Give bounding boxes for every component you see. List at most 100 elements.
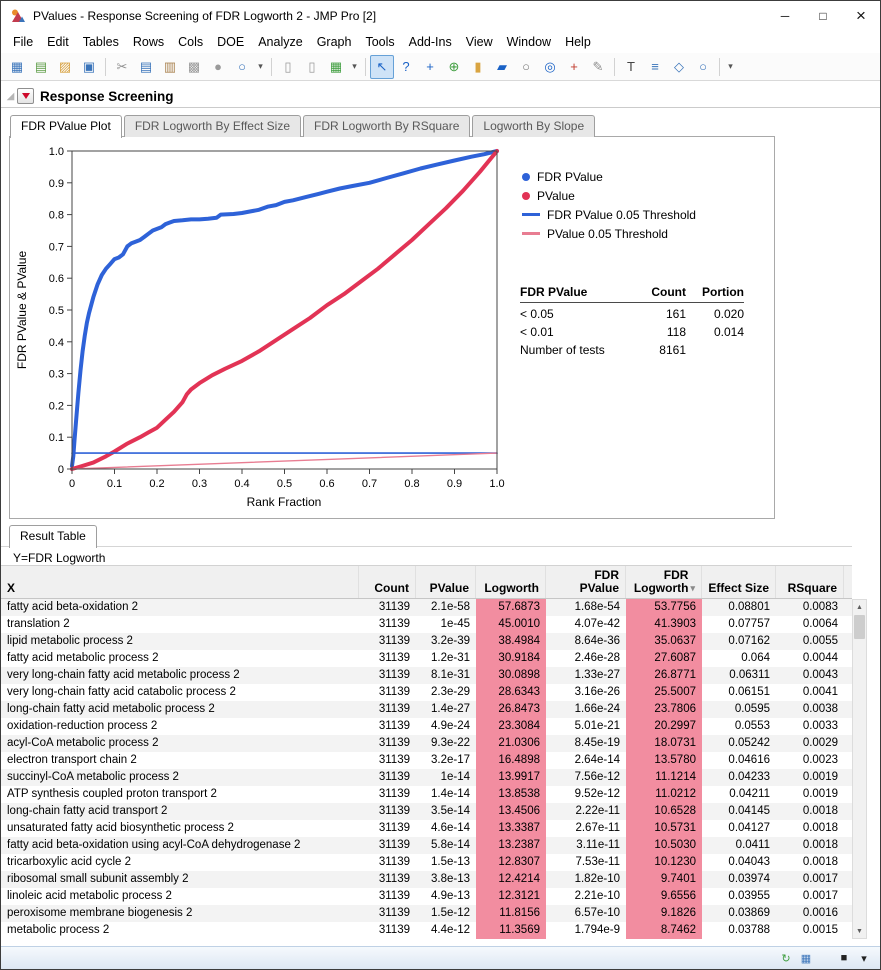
window-selector-icon[interactable]: ■ [840, 952, 848, 964]
column-header-fdr-pvalue[interactable]: FDR PValue [546, 566, 626, 598]
outline-disclosure-icon[interactable]: ◢ [6, 90, 15, 102]
cell-rsquare: 0.0018 [802, 839, 838, 851]
cut-icon[interactable]: ✂ [116, 58, 128, 74]
jmp-app-icon [12, 9, 25, 22]
add-rows-caret-icon[interactable]: ▾ [352, 61, 357, 71]
search-dropdown-caret-icon[interactable]: ▾ [258, 61, 263, 71]
column-header-count[interactable]: Count [359, 566, 416, 598]
table-row[interactable]: very long-chain fatty acid catabolic pro… [1, 684, 852, 701]
window-tile-icon[interactable]: ▯ [308, 58, 316, 74]
table-row[interactable]: translation 2 31139 1e-45 45.0010 4.07e-42 41… [1, 616, 852, 633]
x-tick-label: 0.6 [319, 478, 334, 490]
table-row[interactable]: long-chain fatty acid transport 2 31139 3.… [1, 803, 852, 820]
table-scrollbar[interactable]: ▲ ▼ [852, 599, 867, 939]
magnifier-tool-icon[interactable]: ◎ [544, 58, 556, 74]
plus-tool-icon[interactable]: + [570, 59, 578, 74]
table-row[interactable]: lipid metabolic process 2 31139 3.2e-39 38.… [1, 633, 852, 650]
scroll-up-icon[interactable]: ▲ [856, 603, 863, 611]
table-row[interactable]: tricarboxylic acid cycle 2 31139 1.5e-13 12… [1, 854, 852, 871]
crosshair-tool-icon[interactable]: + [426, 59, 434, 74]
tab-logworth-by-slope[interactable]: Logworth By Slope [472, 115, 596, 137]
menu-help[interactable]: Help [565, 35, 591, 49]
table-row[interactable]: succinyl-CoA metabolic process 2 31139 1e-… [1, 769, 852, 786]
table-row[interactable]: electron transport chain 2 31139 3.2e-17 16… [1, 752, 852, 769]
line-annotation-icon[interactable]: ≡ [651, 59, 659, 74]
oval-annotation-icon[interactable]: ○ [699, 59, 707, 74]
menu-file[interactable]: File [13, 35, 34, 49]
menu-edit[interactable]: Edit [47, 35, 69, 49]
plot-area[interactable] [72, 151, 497, 469]
search-icon[interactable]: ○ [238, 59, 246, 74]
menu-add-ins[interactable]: Add-Ins [408, 35, 452, 49]
table-row[interactable]: fatty acid beta-oxidation using acyl-CoA… [1, 837, 852, 854]
tab-fdr-logworth-by-rsquare[interactable]: FDR Logworth By RSquare [303, 115, 471, 137]
menu-graph[interactable]: Graph [316, 35, 352, 49]
tab-fdr-logworth-by-effect-size[interactable]: FDR Logworth By Effect Size [123, 115, 301, 137]
table-row[interactable]: metabolic process 2 31139 4.4e-12 11.3569 1.… [1, 922, 852, 939]
legend-label: FDR PValue 0.05 Threshold [547, 207, 696, 222]
column-header-logworth[interactable]: Logworth [476, 566, 546, 598]
menu-doe[interactable]: DOE [217, 35, 245, 49]
save-icon[interactable]: ▣ [82, 58, 96, 74]
table-row[interactable]: ATP synthesis coupled proton transport 2… [1, 786, 852, 803]
lasso-tool-icon[interactable]: ○ [522, 59, 530, 74]
menu-view[interactable]: View [465, 35, 493, 49]
table-row[interactable]: fatty acid beta-oxidation 2 31139 2.1e-58 5… [1, 599, 852, 616]
window-selector-caret-icon[interactable]: ▾ [861, 952, 867, 965]
brush-tool-icon[interactable]: ▰ [497, 58, 507, 74]
table-row[interactable]: linoleic acid metabolic process 2 31139 4.… [1, 888, 852, 905]
paste-icon[interactable]: ▥ [163, 58, 177, 74]
menu-cols[interactable]: Cols [178, 35, 204, 49]
menu-tools[interactable]: Tools [365, 35, 395, 49]
table-row[interactable]: very long-chain fatty acid metabolic pro… [1, 667, 852, 684]
scroll-down-icon[interactable]: ▼ [856, 927, 863, 935]
annotate-tool-icon[interactable]: T [627, 59, 635, 74]
maximize-button[interactable]: □ [819, 9, 827, 23]
close-button[interactable]: × [856, 6, 866, 25]
fdr-pvalue-plot-chart[interactable]: 0 0.1 0.2 0.3 0.4 0.5 0.6 0.7 0.8 0.9 1.0 0 0.1 0.2 0.… [12, 139, 517, 518]
menu-tables[interactable]: Tables [82, 35, 119, 49]
toolbar-overflow-icon[interactable]: ▾ [728, 61, 733, 71]
table-row[interactable]: unsaturated fatty acid biosynthetic proc… [1, 820, 852, 837]
menu-analyze[interactable]: Analyze [258, 35, 303, 49]
data-grid-status-icon[interactable]: ▦ [800, 952, 812, 965]
tab-fdr-pvalue-plot[interactable]: FDR PValue Plot [10, 115, 122, 138]
column-header-effect-size[interactable]: Effect Size [702, 566, 776, 598]
grabber-tool-icon[interactable]: ⊕ [448, 58, 460, 74]
hand-tool-icon[interactable]: ▮ [474, 58, 482, 74]
script-window-icon[interactable]: ▩ [187, 58, 201, 74]
cell-rsquare: 0.0041 [802, 686, 838, 698]
arrow-tool-icon[interactable]: ↖ [370, 54, 394, 79]
tab-result-table[interactable]: Result Table [9, 525, 97, 548]
red-triangle-menu-button[interactable] [17, 88, 34, 104]
column-header-fdr-logworth[interactable]: FDR Logworth ▾ [626, 566, 702, 598]
column-header-x[interactable]: X [1, 566, 359, 598]
cell-effect-size: 0.03974 [728, 873, 770, 885]
help-tool-icon[interactable]: ? [402, 59, 410, 74]
new-journal-icon[interactable]: ▤ [34, 58, 48, 74]
copy-icon[interactable]: ▤ [139, 58, 153, 74]
lock-icon[interactable]: ● [214, 59, 222, 74]
table-row[interactable]: oxidation-reduction process 2 31139 4.9e-2… [1, 718, 852, 735]
column-header-rsquare[interactable]: RSquare [776, 566, 844, 598]
open-icon[interactable]: ▨ [58, 58, 72, 74]
table-row[interactable]: peroxisome membrane biogenesis 2 31139 1.5… [1, 905, 852, 922]
menu-rows[interactable]: Rows [132, 35, 165, 49]
fdr-pvalue-marker-icon [522, 172, 530, 181]
menu-window[interactable]: Window [506, 35, 552, 49]
window-layout-icon[interactable]: ▯ [284, 58, 292, 74]
new-data-table-icon[interactable]: ▦ [10, 58, 24, 74]
table-row[interactable]: acyl-CoA metabolic process 2 31139 9.3e-22… [1, 735, 852, 752]
table-row[interactable]: long-chain fatty acid metabolic process … [1, 701, 852, 718]
scrollbar-thumb[interactable] [854, 615, 865, 639]
scalpel-tool-icon[interactable]: ✎ [592, 58, 604, 74]
polygon-annotation-icon[interactable]: ◇ [674, 58, 684, 74]
refresh-status-icon[interactable]: ↻ [781, 952, 791, 965]
table-row[interactable]: ribosomal small subunit assembly 2 31139 3… [1, 871, 852, 888]
minimize-button[interactable]: ─ [780, 9, 790, 23]
cell-effect-size: 0.03955 [728, 890, 770, 902]
column-header-pvalue[interactable]: PValue [416, 566, 476, 598]
table-row[interactable]: fatty acid metabolic process 2 31139 1.2e-… [1, 650, 852, 667]
add-rows-icon[interactable]: ▦ [329, 58, 343, 74]
cell-count: 31139 [378, 822, 410, 834]
